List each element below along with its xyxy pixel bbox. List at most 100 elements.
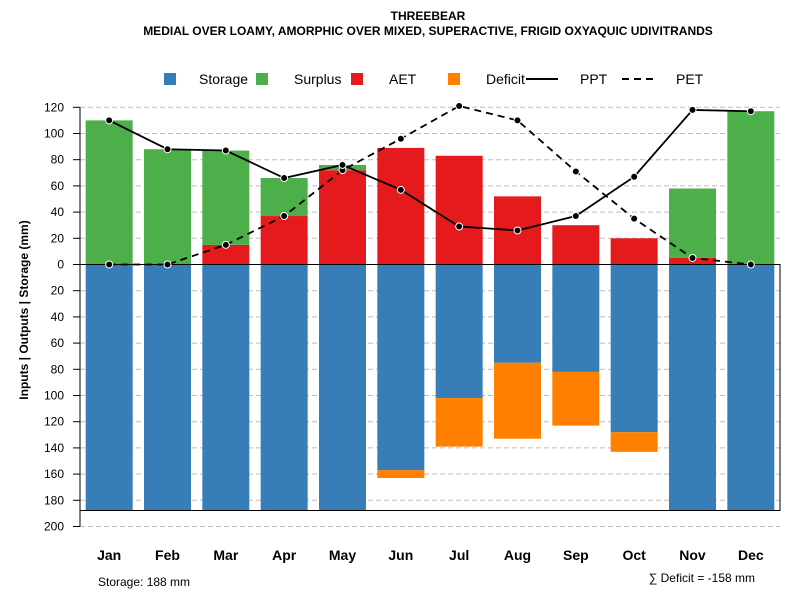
y-tick-label-0: 120 (44, 100, 64, 114)
bar-surplus-jan (85, 120, 133, 265)
bar-surplus-apr (260, 178, 308, 217)
y-tick-label-7: 20 (51, 284, 65, 298)
x-tick-label-aug: Aug (504, 547, 531, 563)
ppt-point-apr (280, 174, 289, 183)
x-tick-label-dec: Dec (738, 547, 764, 563)
legend-swatch-aet (351, 73, 363, 85)
y-tick-label-2: 80 (51, 153, 65, 167)
legend-label-ppt: PPT (580, 71, 608, 87)
pet-point-mar (221, 240, 230, 249)
bar-storage-jul (435, 264, 483, 399)
pet-point-apr (280, 212, 289, 221)
bar-aet-jul (435, 155, 483, 265)
y-tick-label-9: 60 (51, 336, 65, 350)
pet-point-jan (105, 260, 114, 269)
deficit-annotation: ∑ Deficit = -158 mm (649, 571, 755, 585)
legend-swatch-surplus (256, 73, 268, 85)
ppt-point-may (338, 160, 347, 169)
pet-point-oct (630, 214, 639, 223)
bar-deficit-jun (377, 470, 425, 479)
bar-deficit-aug (494, 362, 541, 439)
bar-storage-nov (669, 264, 716, 511)
pet-point-jul (455, 101, 464, 110)
x-tick-label-jan: Jan (97, 547, 121, 563)
ppt-point-jun (396, 185, 405, 194)
y-tick-label-12: 120 (44, 415, 64, 429)
y-tick-label-13: 140 (44, 441, 64, 455)
ppt-point-jul (455, 222, 464, 231)
y-tick-label-16: 200 (44, 520, 64, 534)
x-tick-label-feb: Feb (155, 547, 180, 563)
bar-storage-oct (610, 264, 658, 433)
y-tick-label-8: 40 (51, 310, 65, 324)
legend-label-storage: Storage (199, 71, 248, 87)
pet-point-sep (571, 167, 580, 176)
chart-title: THREEBEAR (391, 9, 466, 23)
x-tick-label-may: May (329, 547, 356, 563)
y-tick-label-3: 60 (51, 179, 65, 193)
pet-point-jun (396, 134, 405, 143)
bar-deficit-sep (552, 371, 600, 426)
storage-annotation: Storage: 188 mm (98, 575, 190, 589)
legend-swatch-storage (164, 73, 176, 85)
x-tick-label-sep: Sep (563, 547, 589, 563)
bar-aet-apr (260, 216, 308, 265)
ppt-point-aug (513, 226, 522, 235)
bars (85, 111, 775, 511)
chart-subtitle: MEDIAL OVER LOAMY, AMORPHIC OVER MIXED, … (143, 24, 713, 38)
y-tick-label-5: 20 (51, 231, 65, 245)
pet-point-nov (688, 253, 697, 262)
ppt-point-mar (221, 146, 230, 155)
bar-storage-apr (260, 264, 308, 511)
bar-aet-mar (202, 244, 250, 265)
y-tick-label-6: 0 (57, 258, 64, 272)
bar-surplus-feb (144, 149, 191, 265)
bar-storage-dec (727, 264, 775, 511)
bar-storage-jun (377, 264, 425, 471)
x-tick-label-jul: Jul (449, 547, 469, 563)
bar-storage-mar (202, 264, 250, 511)
pet-line (109, 105, 751, 266)
bar-surplus-nov (669, 188, 716, 258)
bar-deficit-oct (610, 432, 658, 452)
legend-swatch-deficit (448, 73, 460, 85)
ppt-point-jan (105, 116, 114, 125)
bar-aet-may (319, 170, 366, 265)
x-tick-label-oct: Oct (622, 547, 646, 563)
ppt-point-oct (630, 172, 639, 181)
bar-surplus-mar (202, 150, 250, 245)
bar-storage-feb (144, 264, 191, 511)
ppt-line (108, 109, 751, 232)
y-tick-label-15: 180 (44, 493, 64, 507)
y-tick-label-4: 40 (51, 205, 65, 219)
x-axis: Jan Feb Mar Apr May Jun Jul Aug Sep Oct Nov Dec (97, 547, 764, 563)
ppt-point-sep (571, 212, 580, 221)
bar-aet-sep (552, 225, 600, 265)
pet-point-feb (163, 260, 172, 269)
ppt-point-nov (688, 105, 697, 114)
y-tick-label-10: 80 (51, 362, 65, 376)
gridlines (80, 106, 780, 527)
y-axis-label: Inputs | Outputs | Storage (mm) (17, 220, 31, 399)
y-tick-label-14: 160 (44, 467, 64, 481)
bar-storage-may (319, 264, 366, 511)
x-tick-label-nov: Nov (679, 547, 706, 563)
legend-label-deficit: Deficit (486, 71, 525, 87)
x-tick-label-jun: Jun (388, 547, 413, 563)
bar-aet-jun (377, 147, 425, 265)
ppt-point-feb (163, 145, 172, 154)
x-tick-label-mar: Mar (213, 547, 238, 563)
y-tick-label-1: 100 (44, 127, 64, 141)
legend-label-surplus: Surplus (294, 71, 341, 87)
legend-label-aet: AET (389, 71, 417, 87)
series-lines (105, 101, 755, 269)
pet-point-dec (746, 260, 755, 269)
ppt-point-dec (746, 107, 755, 116)
legend-label-pet: PET (676, 71, 704, 87)
legend: Storage Surplus AET Deficit PPT PET (164, 71, 704, 87)
bar-deficit-jul (435, 398, 483, 447)
bar-storage-aug (494, 264, 541, 363)
bar-aet-oct (610, 238, 658, 265)
y-axis: 1201008060402002040608010012014016018020… (44, 100, 81, 534)
